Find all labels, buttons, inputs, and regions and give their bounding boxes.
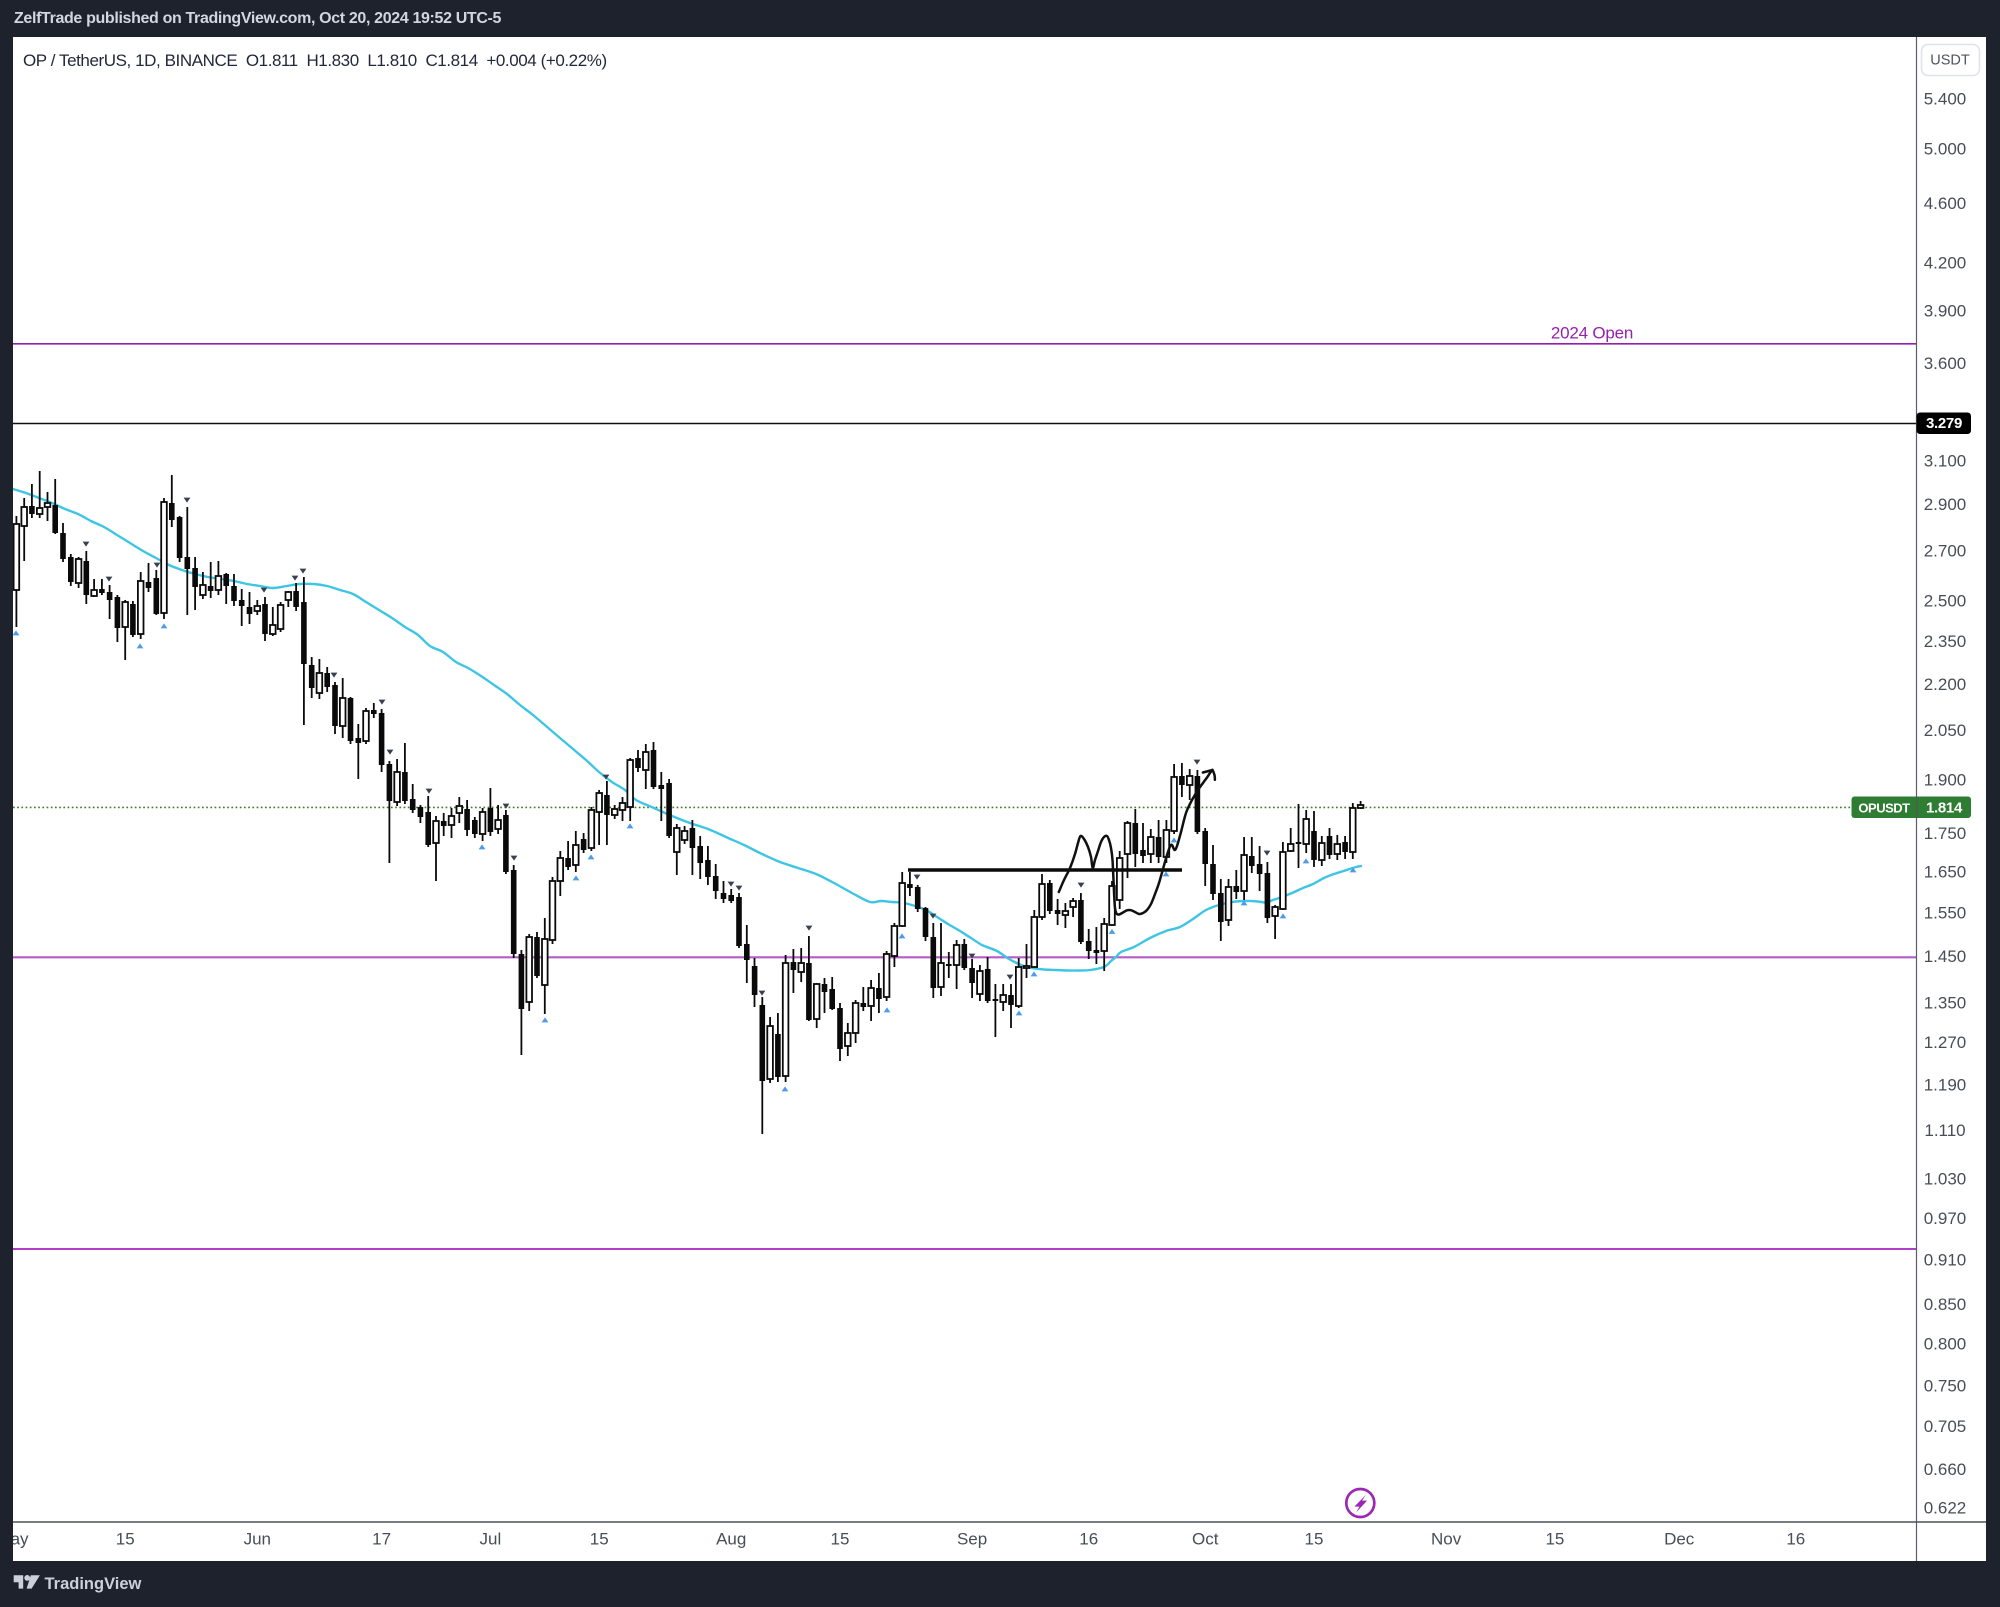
svg-text:16: 16 — [1786, 1530, 1805, 1549]
svg-text:Aug: Aug — [716, 1530, 746, 1549]
svg-text:5.400: 5.400 — [1924, 90, 1967, 109]
svg-text:1.750: 1.750 — [1924, 824, 1967, 843]
svg-text:OPUSDT: OPUSDT — [1858, 800, 1910, 815]
svg-text:4.200: 4.200 — [1924, 253, 1967, 272]
svg-text:0.622: 0.622 — [1924, 1499, 1967, 1518]
svg-text:USDT: USDT — [1930, 53, 1970, 69]
svg-text:1.270: 1.270 — [1924, 1033, 1967, 1052]
svg-text:0.970: 0.970 — [1924, 1209, 1967, 1228]
svg-text:0.660: 0.660 — [1924, 1460, 1967, 1479]
svg-text:1.900: 1.900 — [1924, 771, 1967, 790]
svg-text:2.500: 2.500 — [1924, 592, 1967, 611]
svg-text:1.110: 1.110 — [1924, 1121, 1965, 1140]
svg-text:1.190: 1.190 — [1924, 1076, 1967, 1095]
svg-text:1.650: 1.650 — [1924, 863, 1967, 882]
svg-text:5.000: 5.000 — [1924, 140, 1967, 159]
svg-text:1.550: 1.550 — [1924, 903, 1967, 922]
svg-text:Nov: Nov — [1431, 1530, 1462, 1549]
svg-text:4.600: 4.600 — [1924, 194, 1967, 213]
svg-text:1.030: 1.030 — [1924, 1170, 1967, 1189]
svg-text:15: 15 — [1545, 1530, 1564, 1549]
svg-text:0.750: 0.750 — [1924, 1377, 1967, 1396]
svg-text:1.350: 1.350 — [1924, 993, 1967, 1012]
svg-text:0.850: 0.850 — [1924, 1295, 1967, 1314]
svg-text:3.100: 3.100 — [1924, 451, 1967, 470]
svg-text:3.279: 3.279 — [1926, 415, 1962, 432]
svg-text:Jul: Jul — [480, 1530, 502, 1549]
svg-text:2.700: 2.700 — [1924, 541, 1967, 560]
svg-text:15: 15 — [831, 1530, 850, 1549]
svg-text:Oct: Oct — [1192, 1530, 1219, 1549]
svg-text:15: 15 — [1305, 1530, 1324, 1549]
svg-text:May: May — [0, 1530, 29, 1549]
svg-text:2.350: 2.350 — [1924, 632, 1967, 651]
svg-text:1.450: 1.450 — [1924, 947, 1967, 966]
svg-text:2.900: 2.900 — [1924, 495, 1967, 514]
svg-text:3.600: 3.600 — [1924, 354, 1967, 373]
svg-text:0.800: 0.800 — [1924, 1335, 1967, 1354]
svg-text:2.200: 2.200 — [1924, 675, 1967, 694]
svg-text:15: 15 — [590, 1530, 609, 1549]
svg-text:15: 15 — [116, 1530, 135, 1549]
svg-text:0.705: 0.705 — [1924, 1417, 1967, 1436]
svg-text:2.050: 2.050 — [1924, 721, 1967, 740]
svg-text:3.900: 3.900 — [1924, 302, 1967, 321]
svg-text:Jun: Jun — [244, 1530, 271, 1549]
svg-text:1.814: 1.814 — [1926, 799, 1963, 816]
svg-text:Dec: Dec — [1664, 1530, 1695, 1549]
svg-text:16: 16 — [1079, 1530, 1098, 1549]
svg-text:2024 Open: 2024 Open — [1551, 324, 1633, 343]
svg-text:0.910: 0.910 — [1924, 1251, 1967, 1270]
svg-text:17: 17 — [372, 1530, 391, 1549]
svg-text:Sep: Sep — [957, 1530, 987, 1549]
